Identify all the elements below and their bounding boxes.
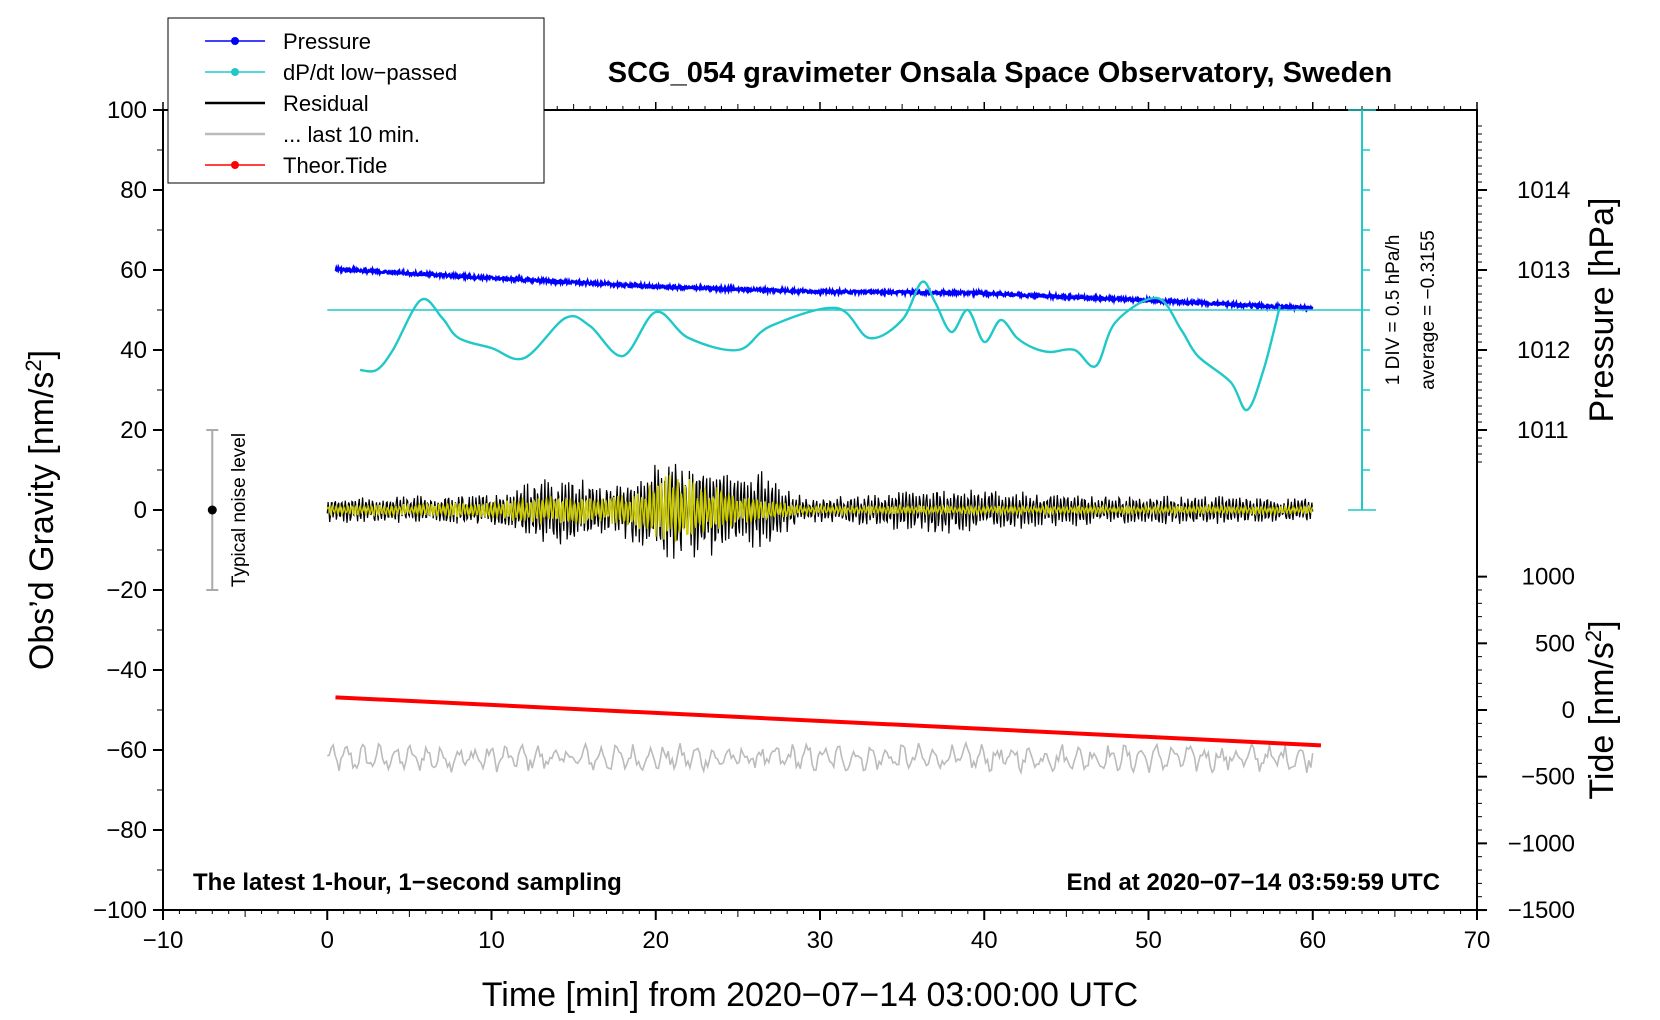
- annotation-sampling: The latest 1-hour, 1−second sampling: [193, 869, 622, 896]
- legend-item: Residual: [205, 91, 369, 116]
- legend-item: dP/dt low−passed: [205, 60, 457, 85]
- tide-tick-label: −500: [1521, 764, 1575, 791]
- pressure-axis-ticks: 1014 1013 1012 1011: [1477, 125, 1570, 463]
- y-tick-label: 40: [120, 337, 147, 364]
- series-theoretical-tide: [335, 695, 1322, 748]
- x-tick-label: 50: [1135, 927, 1162, 954]
- x-tick-label: 0: [321, 927, 334, 954]
- pressure-tick-label: 1014: [1517, 177, 1570, 204]
- legend-item: Pressure: [205, 29, 371, 54]
- y-tick-label: 20: [120, 417, 147, 444]
- y-tick-label: −40: [106, 657, 147, 684]
- legend-item: ... last 10 min.: [205, 122, 420, 147]
- y-axis-ticks: 100 80 60 40 20 0 −20 −40 −60 −80 −100: [93, 97, 163, 924]
- legend-swatch-marker: [231, 161, 239, 169]
- y-axis-label-pressure: Pressure [hPa]: [1583, 198, 1621, 423]
- x-tick-label: 70: [1464, 927, 1491, 954]
- legend-item: Theor.Tide: [205, 153, 387, 178]
- series-residual: [326, 463, 1314, 559]
- y-axis-label-tide: Tide [nm/s2]: [1581, 620, 1621, 799]
- y-tick-label: −100: [93, 897, 147, 924]
- x-tick-label: −10: [143, 927, 184, 954]
- pressure-tick-label: 1011: [1517, 417, 1569, 444]
- x-tick-label: 10: [478, 927, 505, 954]
- chart-title: SCG_054 gravimeter Onsala Space Observat…: [608, 57, 1392, 89]
- x-tick-label: 20: [642, 927, 669, 954]
- y-tick-label: 0: [134, 497, 147, 524]
- x-tick-label: 60: [1299, 927, 1326, 954]
- series-pressure: [334, 263, 1314, 314]
- y-tick-label: 80: [120, 177, 147, 204]
- y-tick-label: −60: [106, 737, 147, 764]
- y-tick-label: −20: [106, 577, 147, 604]
- y-tick-label: 100: [107, 97, 147, 124]
- series-group: [326, 263, 1363, 776]
- legend-swatch-marker: [231, 68, 239, 76]
- legend-label: dP/dt low−passed: [283, 60, 457, 85]
- x-axis-label: Time [min] from 2020−07−14 03:00:00 UTC: [482, 976, 1138, 1014]
- pressure-tick-label: 1013: [1517, 257, 1570, 284]
- scale-bar-label-average: average = −0.3155: [1418, 230, 1439, 390]
- noise-level-bar: [206, 429, 219, 591]
- x-tick-label: 30: [807, 927, 834, 954]
- y-tick-label: 60: [120, 257, 147, 284]
- tide-tick-label: −1000: [1508, 830, 1575, 857]
- legend-swatch-marker: [231, 37, 239, 45]
- legend-label: Theor.Tide: [283, 153, 387, 178]
- legend-label: Residual: [283, 91, 369, 116]
- legend-box: [167, 17, 545, 184]
- y-axis-label-gravity: Obs’d Gravity [nm/s2]: [21, 350, 61, 670]
- tide-axis-ticks: 1000 500 0 −500 −1000 −1500: [1477, 564, 1575, 924]
- legend-label: ... last 10 min.: [283, 122, 420, 147]
- annotation-end-time: End at 2020−07−14 03:59:59 UTC: [1066, 869, 1440, 896]
- noise-level-label: Typical noise level: [229, 433, 250, 587]
- legend-label: Pressure: [283, 29, 371, 54]
- pressure-rate-scale-bar: [1348, 109, 1377, 511]
- pressure-tick-label: 1012: [1517, 337, 1570, 364]
- scale-bar-label-div: 1 DIV = 0.5 hPa/h: [1383, 235, 1404, 386]
- tide-tick-label: 1000: [1522, 564, 1575, 591]
- series-last-10-min: [327, 740, 1314, 776]
- series-residual-filtered: [326, 474, 1314, 542]
- legend: Pressure dP/dt low−passed Residual ... last…: [167, 17, 545, 184]
- tide-tick-label: −1500: [1508, 897, 1575, 924]
- tide-tick-label: 0: [1562, 697, 1575, 724]
- noise-bar-center-dot: [207, 505, 217, 515]
- tide-tick-label: 500: [1535, 630, 1575, 657]
- series-dpdt: [359, 280, 1282, 412]
- x-tick-label: 40: [971, 927, 998, 954]
- x-axis-ticks: −10 0 10 20 30 40 50 60 70: [143, 102, 1491, 954]
- y-tick-label: −80: [106, 817, 147, 844]
